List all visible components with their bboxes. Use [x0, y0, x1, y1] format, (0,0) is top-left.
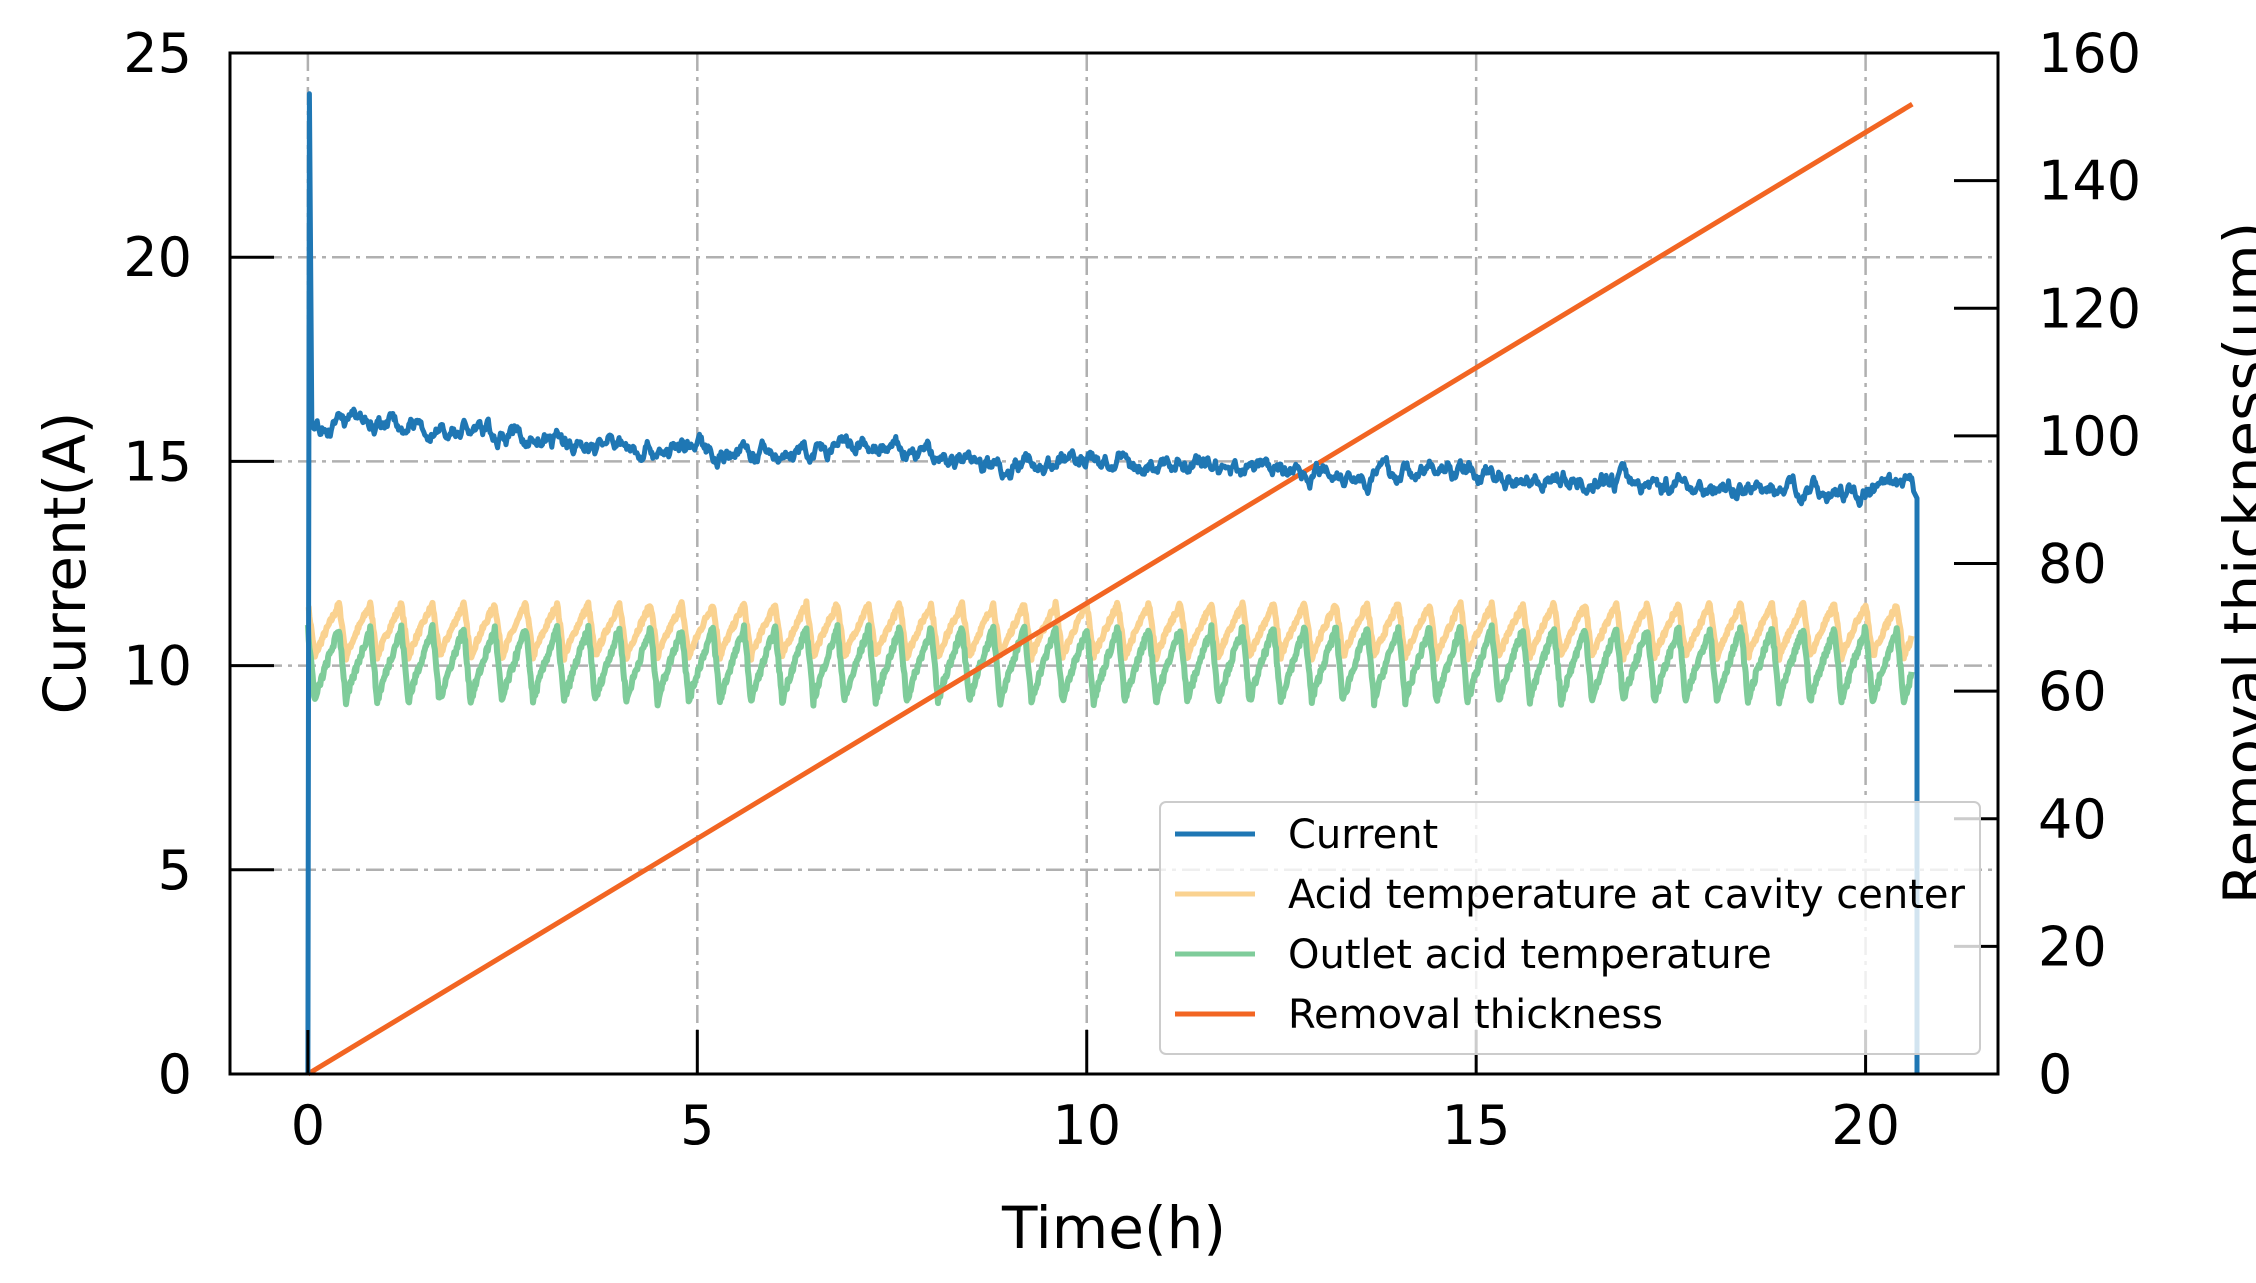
legend-label-acid-temp: Acid temperature at cavity center: [1288, 872, 1966, 918]
y-tick-label: 10: [123, 635, 192, 698]
y2-tick-label: 40: [2038, 788, 2107, 851]
y-axis-label: Current(A): [31, 412, 99, 715]
y-tick-label: 0: [158, 1043, 192, 1106]
y2-tick-label: 120: [2038, 277, 2141, 340]
y-tick-label: 5: [158, 839, 192, 902]
legend: Current Acid temperature at cavity cente…: [1159, 801, 1981, 1055]
x-tick-label: 15: [1442, 1094, 1511, 1157]
legend-label-removal: Removal thickness: [1288, 992, 1663, 1038]
y2-tick-label: 140: [2038, 150, 2141, 213]
series-line-outlet-temp: [304, 622, 1915, 709]
tick-labels: 0 5 10 15 20 0 5 10 15 20 25 0 20 40 60 80 100 120 140 160: [123, 22, 2141, 1157]
y2-tick-label: 100: [2038, 405, 2141, 468]
legend-label-current: Current: [1288, 812, 1438, 858]
y2-tick-label: 20: [2038, 915, 2107, 978]
y2-axis-label: Removal thickness(μm): [2211, 222, 2256, 904]
legend-box: [1159, 801, 1981, 1055]
series-line-removal: [306, 101, 1914, 1077]
series-line-current: [305, 91, 1920, 1075]
x-tick-label: 20: [1831, 1094, 1900, 1157]
y2-tick-label: 60: [2038, 660, 2107, 723]
y-tick-label: 15: [123, 430, 192, 493]
legend-label-outlet-temp: Outlet acid temperature: [1288, 932, 1772, 978]
x-tick-label: 0: [291, 1094, 325, 1157]
x-tick-label: 10: [1052, 1094, 1121, 1157]
y2-tick-label: 80: [2038, 533, 2107, 596]
series-layer: [304, 91, 1920, 1077]
x-axis-label: Time(h): [1001, 1194, 1226, 1262]
y2-tick-label: 0: [2038, 1043, 2072, 1106]
series-line-acid-temp: [305, 598, 1915, 663]
y-tick-label: 20: [123, 226, 192, 289]
y2-tick-label: 160: [2038, 22, 2141, 85]
x-tick-label: 5: [680, 1094, 714, 1157]
y-tick-label: 25: [123, 22, 192, 85]
